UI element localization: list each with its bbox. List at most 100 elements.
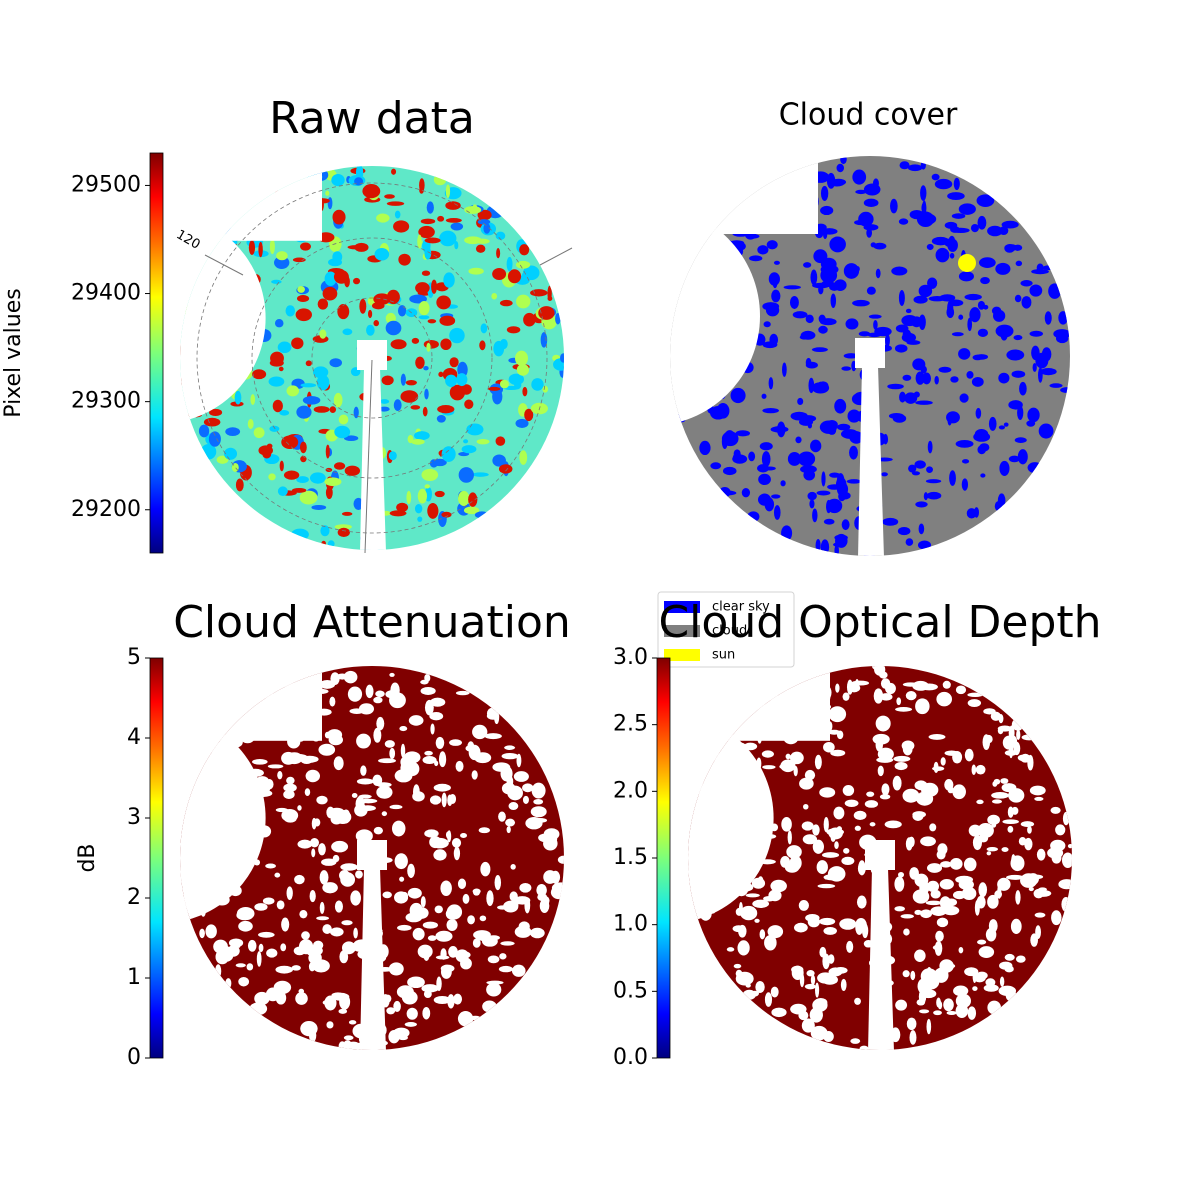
texture: [873, 319, 878, 330]
texture: [940, 861, 952, 868]
texture: [247, 418, 254, 429]
texture: [353, 406, 359, 419]
texture: [305, 360, 312, 367]
texture: [917, 540, 932, 550]
texture: [338, 414, 349, 425]
texture: [434, 905, 443, 914]
texture: [246, 963, 254, 971]
texture: [262, 450, 272, 459]
texture: [507, 269, 522, 284]
texture: [1038, 423, 1054, 439]
texture: [843, 848, 850, 854]
texture: [967, 317, 973, 332]
texture: [414, 503, 423, 514]
texture: [1020, 821, 1035, 828]
texture: [353, 277, 361, 285]
tick-label: 3: [127, 805, 141, 830]
texture: [946, 1010, 957, 1016]
texture: [812, 282, 830, 289]
tick-label: 0.5: [613, 978, 648, 1003]
texture: [783, 285, 801, 290]
texture: [436, 414, 446, 423]
texture: [866, 228, 873, 238]
texture: [1055, 333, 1069, 344]
texture: [225, 978, 232, 989]
texture: [266, 948, 278, 958]
texture: [921, 202, 927, 214]
texture: [851, 360, 857, 372]
texture: [1044, 311, 1052, 325]
texture: [319, 870, 329, 885]
tick-label: 4: [127, 725, 141, 750]
texture: [959, 393, 969, 403]
texture: [855, 679, 860, 690]
texture: [1024, 837, 1033, 851]
texture: [480, 323, 488, 334]
texture: [919, 881, 930, 895]
texture: [424, 237, 441, 244]
texture: [933, 967, 949, 983]
texture: [821, 471, 826, 487]
texture: [479, 340, 486, 351]
texture: [805, 357, 812, 368]
texture: [916, 791, 934, 806]
texture: [209, 408, 223, 417]
texture: [531, 782, 546, 799]
texture: [807, 491, 817, 501]
texture: [920, 365, 927, 374]
texture: [833, 806, 845, 820]
texture: [751, 990, 759, 997]
texture: [291, 965, 301, 971]
tick-label: 29300: [71, 389, 141, 414]
texture: [254, 991, 270, 1006]
texture: [884, 820, 902, 829]
texture: [386, 1007, 396, 1015]
texture: [378, 758, 396, 764]
texture: [913, 295, 928, 304]
texture: [283, 814, 297, 823]
texture: [975, 354, 989, 360]
texture: [283, 470, 300, 480]
texture: [389, 804, 403, 810]
texture: [722, 466, 737, 476]
texture: [227, 945, 240, 957]
texture: [432, 458, 447, 467]
texture: [902, 970, 910, 978]
texture: [449, 739, 462, 746]
texture: [449, 357, 459, 368]
texture: [966, 371, 974, 379]
texture: [451, 838, 462, 848]
texture: [1041, 347, 1052, 362]
texture: [297, 839, 313, 849]
texture: [827, 954, 835, 964]
texture: [946, 411, 960, 424]
texture: [903, 928, 910, 936]
texture: [737, 940, 750, 956]
texture: [879, 794, 891, 800]
texture: [899, 391, 906, 403]
texture: [265, 987, 280, 1002]
texture: [396, 502, 409, 513]
texture: [819, 787, 836, 798]
texture: [827, 505, 837, 510]
texture: [847, 409, 861, 423]
texture: [542, 896, 550, 905]
texture: [914, 460, 926, 469]
texture: [810, 1025, 828, 1041]
texture: [792, 311, 808, 319]
texture: [759, 442, 773, 451]
texture: [771, 494, 781, 499]
polar-axis: [539, 247, 573, 266]
texture: [986, 851, 992, 856]
tick-label: 29500: [71, 172, 141, 197]
texture: [313, 818, 321, 827]
texture: [835, 533, 848, 548]
texture: [919, 213, 937, 225]
texture: [829, 236, 846, 253]
texture: [437, 404, 455, 414]
texture: [554, 885, 564, 899]
texture: [376, 716, 385, 731]
texture: [281, 435, 299, 449]
texture: [842, 692, 850, 701]
texture: [1002, 819, 1019, 825]
